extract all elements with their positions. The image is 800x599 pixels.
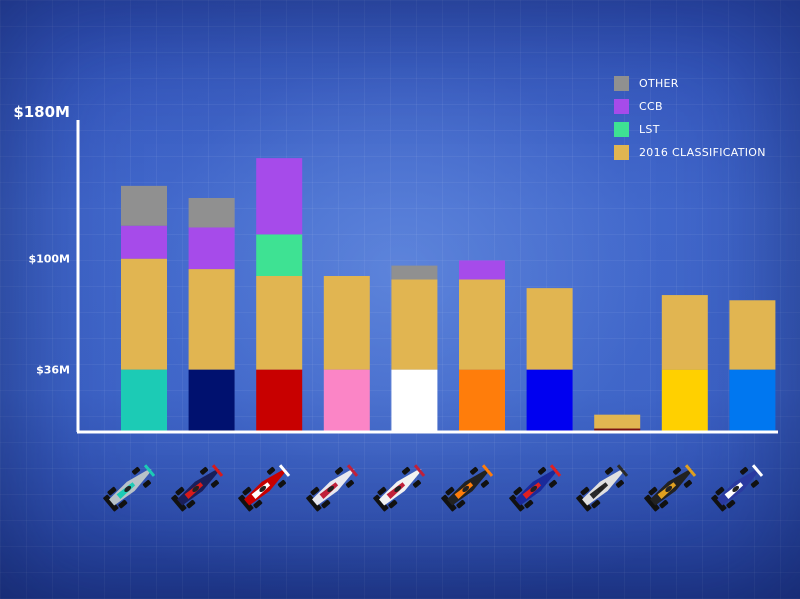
- car-5-icon: [371, 460, 430, 514]
- car-7-icon: [506, 460, 565, 514]
- bar-9-base: [661, 369, 708, 432]
- bar-5-classification: [391, 279, 438, 370]
- bar-5-other: [391, 265, 438, 280]
- bar-6-classification: [459, 279, 505, 370]
- bar-4-classification: [323, 276, 370, 370]
- bar-1-ccb: [121, 225, 167, 259]
- bar-8-base: [594, 428, 641, 432]
- bar-6-ccb: [459, 260, 505, 280]
- car-2-icon: [168, 460, 227, 514]
- bar-2-other: [188, 198, 235, 228]
- y-tick-label: $100M: [28, 253, 70, 266]
- legend-item-lst: LST: [614, 118, 766, 141]
- car-9-icon: [642, 460, 701, 514]
- bar-6-base: [459, 369, 505, 432]
- bar-8-classification: [594, 414, 641, 429]
- bar-2-classification: [188, 269, 235, 370]
- bar-1-classification: [121, 258, 167, 370]
- y-ticks-group: $180M $100M $36M: [13, 103, 70, 377]
- y-tick-label: $36M: [36, 364, 70, 377]
- legend-label-other: OTHER: [639, 77, 679, 90]
- legend-swatch-2016-classification: [614, 145, 629, 160]
- bar-1-other: [121, 185, 167, 226]
- bar-5-base: [391, 369, 438, 432]
- legend-label-lst: LST: [639, 123, 660, 136]
- car-1-icon: [101, 460, 160, 514]
- legend-item-ccb: CCB: [614, 95, 766, 118]
- legend: OTHER CCB LST 2016 CLASSIFICATION: [614, 72, 766, 164]
- bar-3-ccb: [256, 158, 303, 235]
- bar-9-classification: [661, 295, 708, 370]
- bar-7-classification: [526, 288, 573, 370]
- bar-10-classification: [729, 300, 776, 370]
- bar-3-classification: [256, 276, 303, 370]
- legend-label-ccb: CCB: [639, 100, 663, 113]
- bar-2-ccb: [188, 227, 235, 270]
- bar-1-base: [121, 369, 167, 432]
- legend-swatch-lst: [614, 122, 629, 137]
- bar-4-base: [323, 369, 370, 432]
- bars-group: [121, 158, 776, 432]
- bar-10-base: [729, 369, 776, 432]
- y-tick-label: $180M: [13, 103, 70, 121]
- legend-label-2016-classification: 2016 CLASSIFICATION: [639, 146, 766, 159]
- bar-2-base: [188, 369, 235, 432]
- bar-7-base: [526, 369, 573, 432]
- car-4-icon: [304, 460, 363, 514]
- car-8-icon: [574, 460, 633, 514]
- legend-swatch-other: [614, 76, 629, 91]
- legend-item-other: OTHER: [614, 72, 766, 95]
- car-10-icon: [709, 460, 768, 514]
- car-6-icon: [439, 460, 498, 514]
- car-3-icon: [236, 460, 295, 514]
- legend-item-2016-classification: 2016 CLASSIFICATION: [614, 141, 766, 164]
- bar-3-base: [256, 369, 303, 432]
- legend-swatch-ccb: [614, 99, 629, 114]
- bar-3-lst: [256, 234, 303, 276]
